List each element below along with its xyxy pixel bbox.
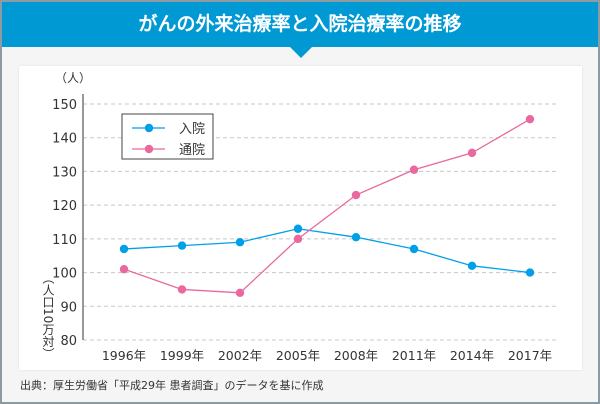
y-tick-label: 120 bbox=[52, 199, 77, 214]
data-point bbox=[467, 148, 477, 158]
y-tick-label: 150 bbox=[52, 98, 77, 113]
legend-marker bbox=[144, 123, 154, 133]
page-title: がんの外来治療率と入院治療率の推移 bbox=[2, 2, 598, 47]
data-point bbox=[293, 224, 303, 233]
y-unit-label: （人） bbox=[55, 71, 91, 85]
y-tick-label: 140 bbox=[52, 132, 77, 147]
x-tick-label: 1996年 bbox=[102, 348, 146, 363]
legend-label: 通院 bbox=[179, 143, 205, 158]
data-point bbox=[235, 238, 245, 247]
y-tick-label: 110 bbox=[52, 233, 77, 248]
x-tick-label: 1999年 bbox=[160, 348, 204, 363]
data-point bbox=[177, 285, 187, 294]
x-tick-label: 2014年 bbox=[450, 348, 494, 363]
data-point bbox=[525, 268, 535, 277]
data-point bbox=[351, 232, 361, 242]
y-tick-label: 100 bbox=[52, 267, 77, 282]
legend-marker bbox=[144, 144, 154, 154]
x-tick-label: 2002年 bbox=[218, 348, 262, 363]
data-point bbox=[351, 190, 361, 200]
data-point bbox=[119, 244, 129, 254]
source-note: 出典：厚生労働省「平成29年 患者調査」のデータを基に作成 bbox=[20, 379, 324, 392]
x-tick-label: 2011年 bbox=[392, 348, 436, 363]
data-point bbox=[177, 241, 187, 250]
data-point bbox=[235, 288, 245, 297]
data-point bbox=[525, 114, 535, 124]
y-axis-label: （人口10万対） bbox=[41, 272, 55, 359]
x-tick-label: 2005年 bbox=[276, 348, 320, 363]
title-pointer bbox=[290, 47, 312, 58]
data-point bbox=[409, 244, 419, 254]
series-line-入院 bbox=[123, 228, 531, 274]
x-tick-label: 2008年 bbox=[334, 348, 378, 363]
y-tick-label: 130 bbox=[52, 165, 77, 180]
data-point bbox=[467, 261, 477, 271]
data-point bbox=[119, 265, 129, 274]
data-point bbox=[409, 165, 419, 174]
y-tick-label: 90 bbox=[60, 300, 77, 315]
chart-panel: 80 90 100 110 120 130 140 150 （人） （人口10万対） 1996年 19… bbox=[19, 66, 582, 370]
legend-box bbox=[121, 113, 214, 160]
line-chart: 80 90 100 110 120 130 140 150 （人） （人口10万対） 1996年 19… bbox=[41, 71, 559, 363]
data-point bbox=[293, 234, 303, 244]
y-tick-label: 80 bbox=[60, 334, 77, 349]
legend-label: 入院 bbox=[179, 122, 205, 137]
series-line-通院 bbox=[123, 118, 531, 294]
x-tick-label: 2017年 bbox=[508, 348, 552, 363]
